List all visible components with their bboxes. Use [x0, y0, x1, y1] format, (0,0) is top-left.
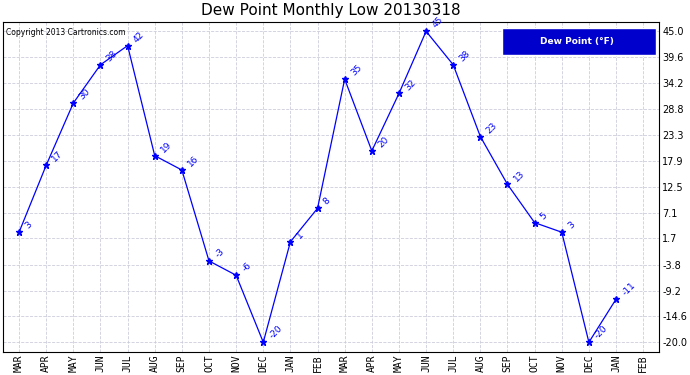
Text: 38: 38 [105, 49, 119, 63]
Text: 3: 3 [23, 220, 34, 231]
Text: 16: 16 [186, 154, 201, 169]
Text: 32: 32 [403, 78, 417, 92]
Text: Copyright 2013 Cartronics.com: Copyright 2013 Cartronics.com [6, 28, 126, 38]
Text: 45: 45 [431, 15, 444, 30]
Text: 5: 5 [539, 211, 549, 221]
Text: 1: 1 [295, 230, 305, 240]
Text: -3: -3 [213, 247, 226, 259]
Text: 38: 38 [457, 49, 472, 63]
Text: -6: -6 [240, 261, 253, 274]
Text: 42: 42 [132, 30, 146, 44]
Text: -20: -20 [268, 324, 284, 341]
Text: 23: 23 [484, 121, 499, 135]
Text: 19: 19 [159, 140, 173, 154]
FancyBboxPatch shape [502, 28, 656, 55]
Title: Dew Point Monthly Low 20130318: Dew Point Monthly Low 20130318 [201, 3, 461, 18]
Text: -11: -11 [620, 281, 637, 298]
Text: 30: 30 [77, 87, 92, 102]
Text: 35: 35 [349, 63, 364, 78]
Text: 3: 3 [566, 220, 576, 231]
Text: -20: -20 [593, 324, 610, 341]
Text: 20: 20 [376, 135, 391, 150]
Text: 8: 8 [322, 196, 332, 207]
Text: Dew Point (°F): Dew Point (°F) [540, 37, 614, 46]
Text: 17: 17 [50, 149, 65, 164]
Text: 13: 13 [512, 168, 526, 183]
